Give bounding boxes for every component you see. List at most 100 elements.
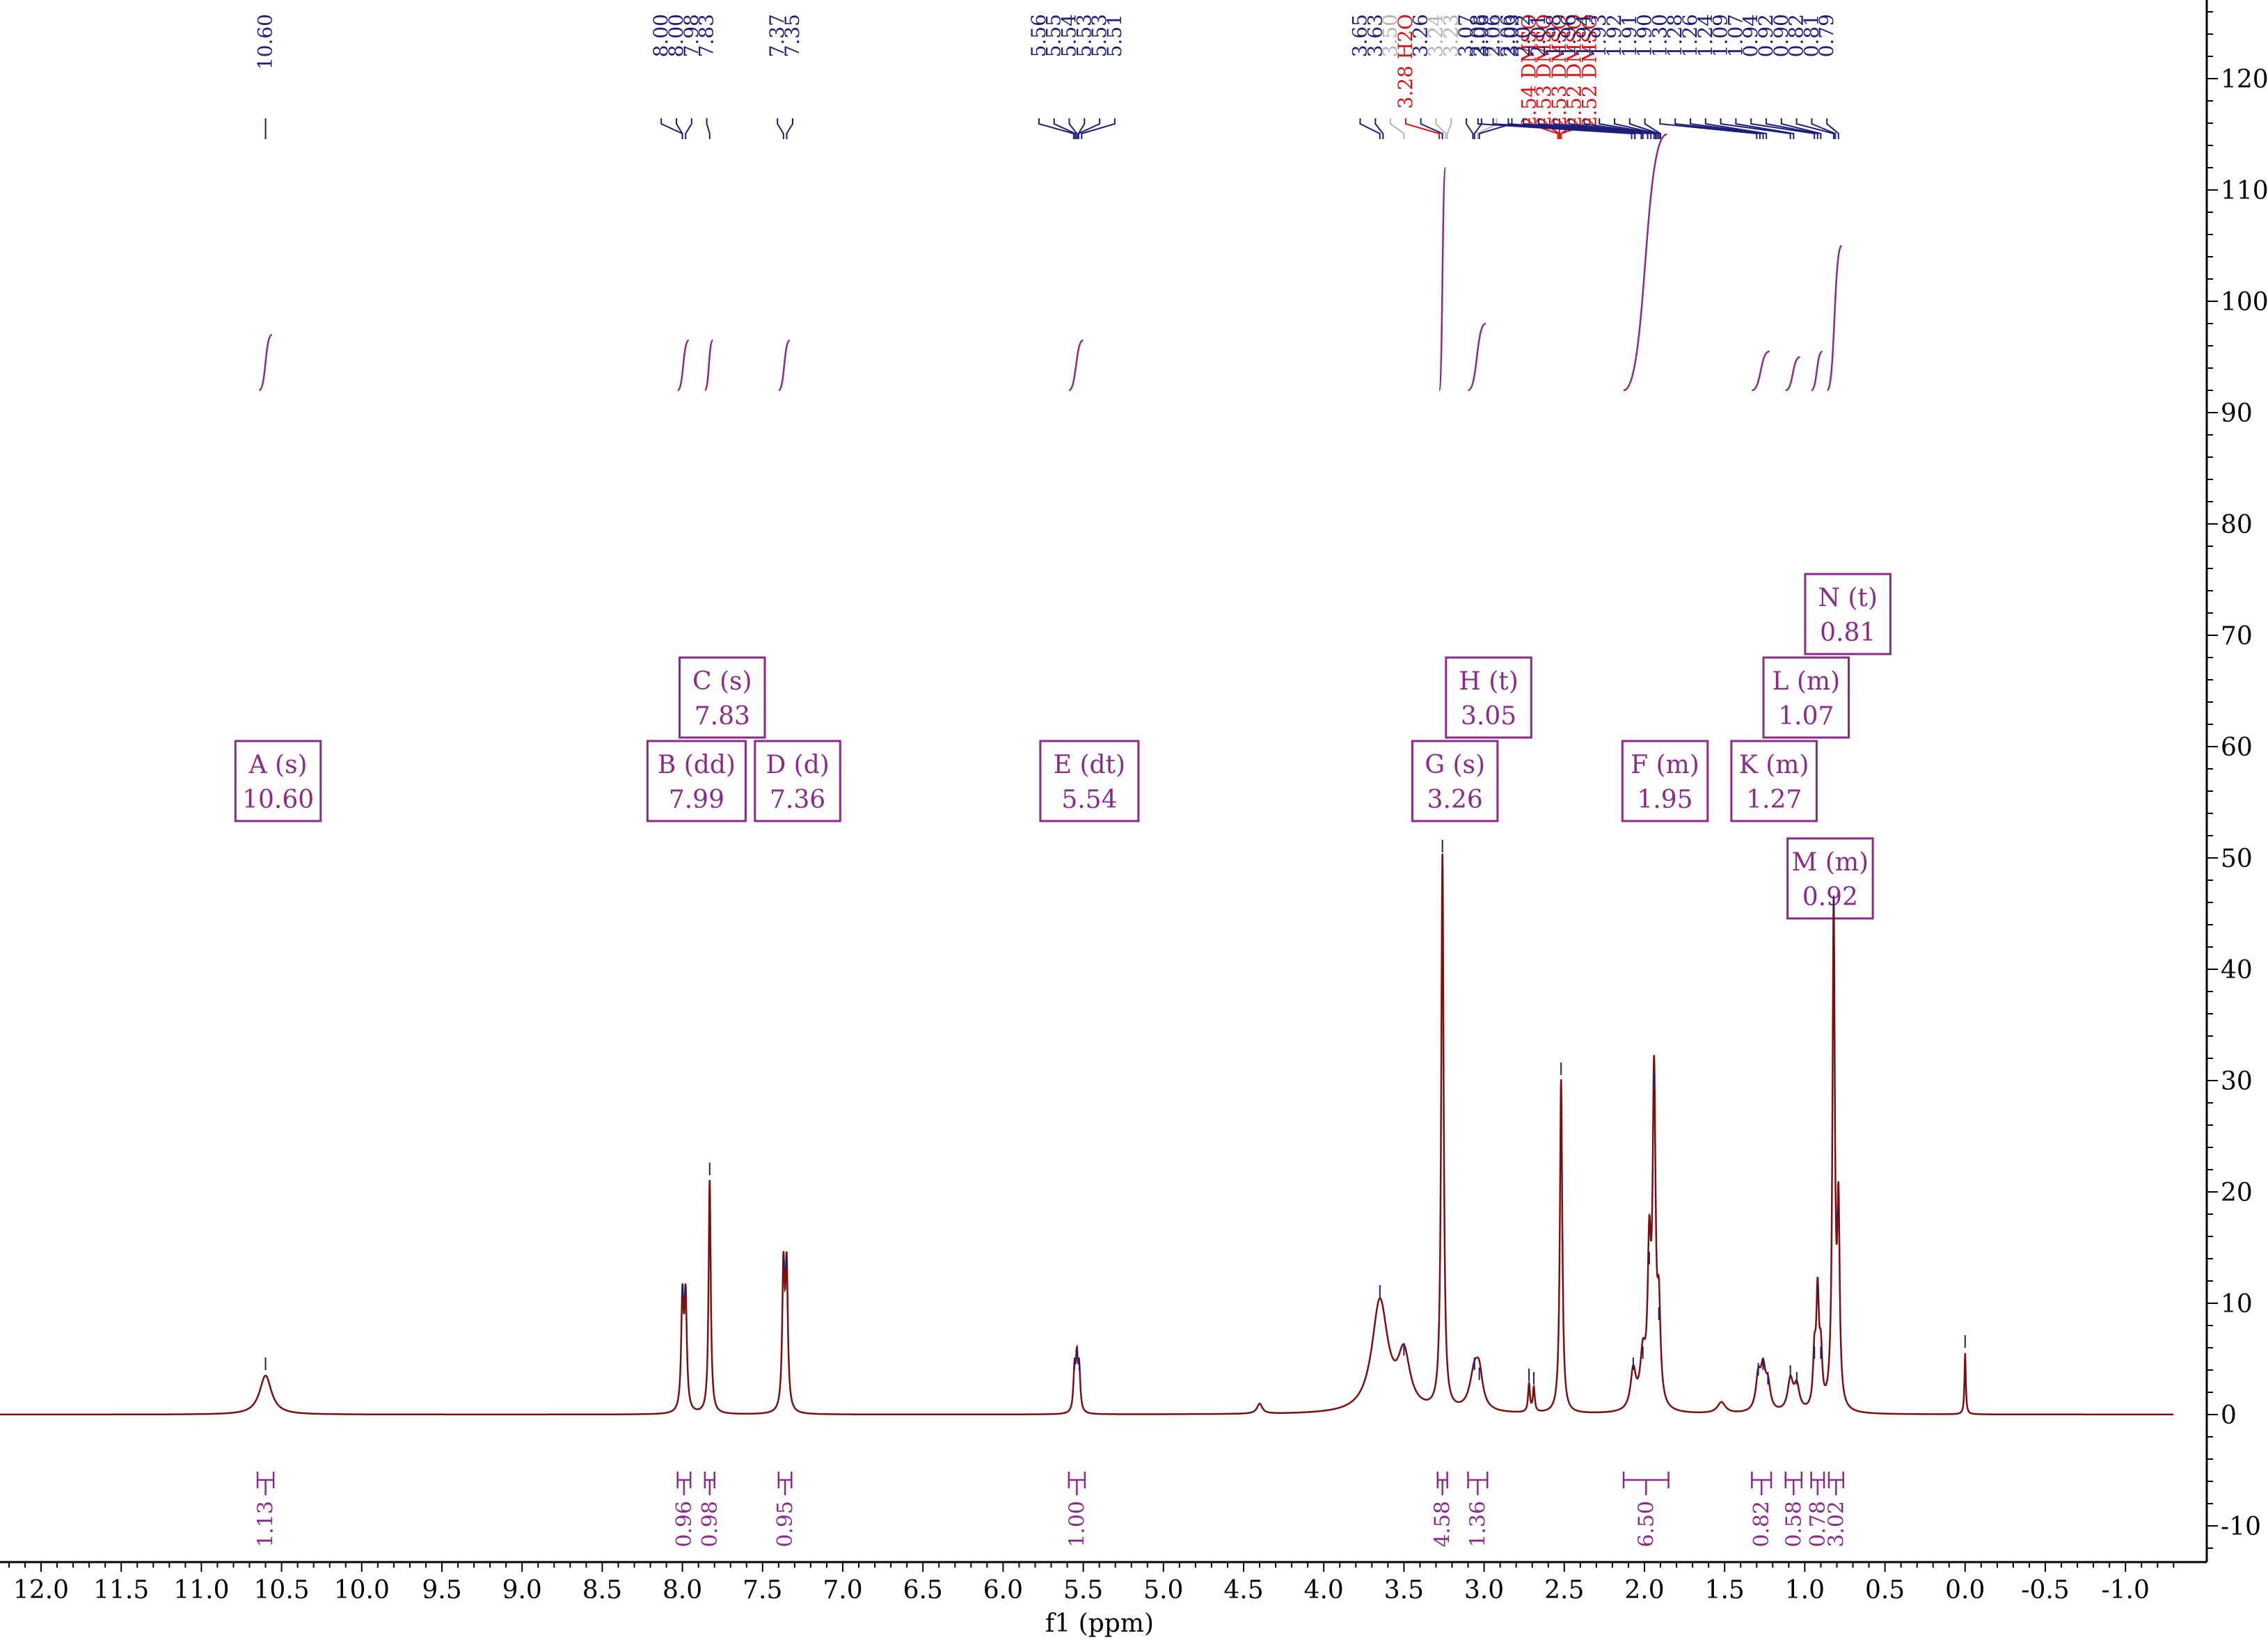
peak-label-connector [1473,118,1482,139]
multiplet-label: M (m) [1792,848,1869,877]
multiplet-shift: 1.07 [1778,702,1834,731]
peak-label-connector [1644,118,1661,139]
multiplet-shift: 5.54 [1061,786,1117,814]
peak-label: 5.53 [1072,14,1095,57]
peak-label: 2.08 [1466,14,1489,57]
integral-curve [1623,133,1667,392]
peak-label: 7.83 [695,14,718,57]
peak-label: 3.65 [1349,14,1372,57]
integral-bracket: 0.95 [773,1472,798,1547]
peak-label-connector [1068,118,1078,139]
peak-label: 2.06 [1482,14,1505,57]
y-tick-label: -10 [2221,1513,2261,1541]
multiplet-box-b: B (dd) 7.99 [646,740,747,822]
integral-bracket: 0.58 [1782,1472,1806,1547]
peak-label: 2.01 [1527,14,1550,57]
multiplet-shift: 0.92 [1802,883,1858,911]
y-tick-label: 70 [2221,622,2253,651]
peak-label-connector [1553,118,1649,139]
multiplet-shift: 3.05 [1461,702,1516,731]
peak-label-connector [777,118,784,139]
peak-label: 1.07 [1724,14,1747,57]
peak-label: 5.56 [1027,14,1050,57]
peak-label: 0.90 [1770,14,1793,57]
peak-label: 5.51 [1103,14,1126,57]
x-tick-label: 6.0 [983,1576,1023,1605]
peak-label: 1.90 [1633,14,1656,57]
peak-label: 0.92 [1754,14,1777,57]
peak-label-connector [1766,118,1818,139]
peak-label-connector [1811,118,1837,139]
x-tick-label: 11.0 [173,1576,229,1605]
x-tick-label: 1.5 [1705,1576,1745,1605]
integral-curve [1751,350,1770,392]
peak-label-connector [1374,118,1384,139]
peak-label: 7.35 [781,14,804,57]
peak-label-connector [1659,118,1758,139]
multiplet-label: N (t) [1818,584,1878,612]
peak-label: 5.53 [1088,14,1111,57]
integral-bracket: 4.58 [1431,1472,1455,1547]
peak-label: 2.53 DMSO [1532,14,1555,129]
peak-label-connector [1435,118,1447,139]
integral-value: 0.96 [672,1501,697,1547]
multiplet-shift: 1.27 [1746,786,1802,814]
peak-label-connector [1538,118,1644,139]
multiplet-boxes-layer: A (s) 10.60 B (dd) 7.99 C (s) 7.83 D (d) 7.36 E … [234,573,1892,920]
peak-label: 1.98 [1542,14,1565,57]
integral-bracket: 1.36 [1466,1472,1490,1547]
y-tick-label: 10 [2221,1290,2253,1319]
multiplet-box-e: E (dt) 5.54 [1039,740,1140,822]
multiplet-shift: 7.83 [695,702,750,731]
x-tick-label: -0.5 [2021,1576,2069,1605]
x-tick-label: 11.5 [93,1576,149,1605]
integral-curve [258,333,273,392]
x-tick-label: 8.0 [663,1576,702,1605]
spectrum-trace [0,853,2174,1416]
integral-value: 0.58 [1782,1501,1806,1547]
integral-value: 1.00 [1065,1501,1089,1547]
multiplet-label: L (m) [1773,667,1841,696]
y-tick-label: 30 [2221,1067,2253,1096]
peak-label-connector [1404,118,1441,139]
peak-label-connector [1478,118,1513,139]
peak-label: 0.82 [1785,14,1808,57]
x-tick-label: 4.0 [1304,1576,1344,1605]
multiplet-box-a: A (s) 10.60 [234,740,322,822]
peak-label-connector [1053,118,1077,139]
y-tick-label: 0 [2221,1401,2237,1430]
x-tick-label: 0.0 [1945,1576,1985,1605]
integral-curve [1467,322,1486,392]
peak-label: 2.06 [1496,14,1519,57]
x-tick-label: 0.5 [1865,1576,1905,1605]
peak-label-connector [1528,118,1559,139]
peak-label: 3.50 [1379,14,1402,57]
integral-value: 3.02 [1824,1501,1848,1547]
peak-label: 2.52 DMSO [1578,14,1601,129]
peak-label-connector [1420,118,1443,139]
peak-label-connector [1750,118,1816,139]
peak-label: 1.93 [1587,14,1610,57]
peak-label: 3.23 [1439,14,1462,57]
peak-label-connector [1446,118,1452,139]
x-tick-label: 10.0 [334,1576,390,1605]
integral-value: 1.36 [1466,1501,1490,1547]
peak-label: 2.02 [1512,14,1535,57]
peak-label-connector [1780,118,1822,139]
integral-value: 0.98 [698,1501,722,1547]
peak-label: 0.81 [1800,14,1823,57]
x-tick-label: 3.0 [1464,1576,1504,1605]
peak-label: 0.94 [1739,14,1762,57]
multiplet-label: C (s) [692,667,752,696]
peak-label-connector [1038,118,1074,139]
integral-bracket: 1.00 [1065,1472,1089,1547]
peak-label: 3.07 [1454,14,1477,57]
peak-label: 7.37 [766,14,788,57]
peak-label-connector [1359,118,1381,139]
peak-label-connector [1477,118,1498,139]
peak-label-connector [1568,118,1652,139]
peak-label-connector [1720,118,1791,139]
peak-label-connector [786,118,793,139]
peak-label: 1.94 [1572,14,1595,57]
